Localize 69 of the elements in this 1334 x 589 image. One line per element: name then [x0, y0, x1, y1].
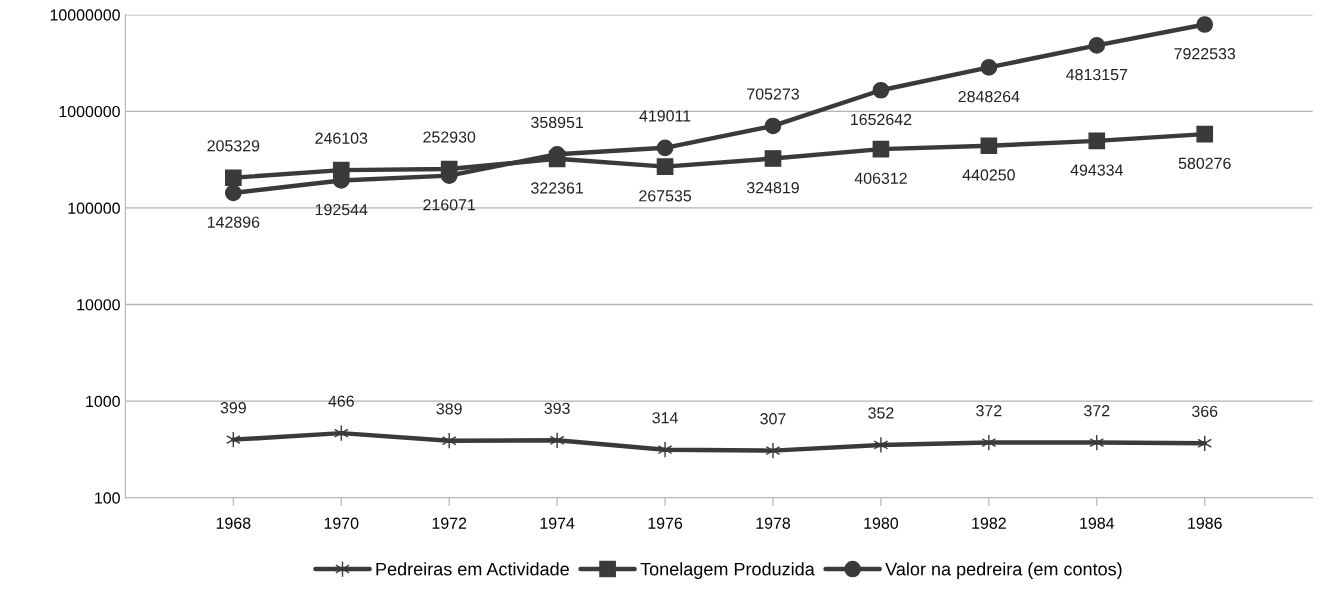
- y-tick-label: 1000000: [59, 105, 120, 118]
- point: [764, 117, 782, 135]
- point: [1088, 37, 1106, 54]
- legend-label: Valor na pedreira (em contos): [885, 562, 1122, 580]
- point: [872, 140, 890, 158]
- point: [764, 150, 782, 167]
- data-label: 419011: [639, 110, 691, 122]
- data-label: 494334: [1070, 164, 1123, 176]
- point: [441, 432, 457, 450]
- x-tick-label: 1976: [648, 517, 683, 529]
- point: [1088, 132, 1106, 150]
- data-label: 267535: [639, 190, 692, 202]
- data-label: 307: [760, 413, 786, 425]
- y-tick-label: 1000: [86, 395, 120, 408]
- data-label: 399: [220, 402, 246, 414]
- point: [873, 436, 889, 454]
- point: [980, 59, 998, 76]
- data-label: 142896: [207, 216, 260, 228]
- y-tick-label: 10000: [77, 299, 120, 311]
- x-tick-label: 1982: [972, 517, 1006, 529]
- data-label: 192544: [315, 203, 368, 216]
- x-tick-label: 1970: [324, 517, 359, 529]
- point: [549, 431, 565, 449]
- y-tick-label: 100: [95, 492, 120, 504]
- point: [224, 169, 242, 187]
- y-tick-label: 100000: [68, 202, 120, 214]
- point: [656, 139, 674, 157]
- x-tick-label: 1984: [1080, 517, 1115, 529]
- point: [1196, 125, 1214, 143]
- data-label: 4813157: [1066, 68, 1128, 81]
- data-label: 314: [652, 412, 678, 424]
- data-label: 246103: [315, 132, 368, 144]
- data-label: 205329: [207, 140, 260, 152]
- point: [224, 184, 242, 202]
- data-label: 252930: [423, 131, 476, 143]
- data-label: 372: [976, 405, 1002, 417]
- x-tick-label: 1972: [432, 517, 467, 529]
- data-label: 358951: [531, 116, 583, 129]
- point: [1196, 16, 1214, 33]
- point: [765, 442, 781, 459]
- data-label: 216071: [423, 199, 476, 211]
- data-label: 440250: [962, 169, 1015, 181]
- point: [872, 81, 890, 99]
- x-tick-label: 1968: [216, 517, 251, 529]
- x-tick-label: 1978: [756, 517, 791, 529]
- y-tick-label: 10000000: [50, 9, 120, 21]
- data-label: 1652642: [851, 113, 912, 126]
- data-label: 580276: [1178, 157, 1231, 169]
- legend-label: Pedreiras em Actividade: [376, 562, 569, 576]
- data-label: 393: [544, 402, 570, 415]
- data-label: 705273: [747, 88, 799, 100]
- data-label: 324819: [746, 182, 799, 194]
- point: [980, 137, 998, 155]
- data-label: 372: [1084, 405, 1110, 417]
- data-label: 466: [328, 395, 354, 407]
- point: [657, 441, 673, 459]
- data-label: 322361: [531, 182, 583, 194]
- data-label: 389: [436, 403, 462, 415]
- legend-label: Tonelagem Produzida: [640, 562, 815, 580]
- x-tick-label: 1974: [540, 517, 575, 529]
- point: [656, 158, 674, 175]
- data-label: 7922533: [1174, 48, 1236, 60]
- point: [981, 434, 997, 451]
- data-label: 352: [868, 407, 894, 419]
- x-tick-label: 1986: [1188, 517, 1222, 529]
- data-label: 366: [1192, 405, 1218, 418]
- data-label: 406312: [854, 172, 907, 184]
- x-tick-label: 1980: [864, 517, 899, 529]
- data-label: 2848264: [958, 90, 1020, 103]
